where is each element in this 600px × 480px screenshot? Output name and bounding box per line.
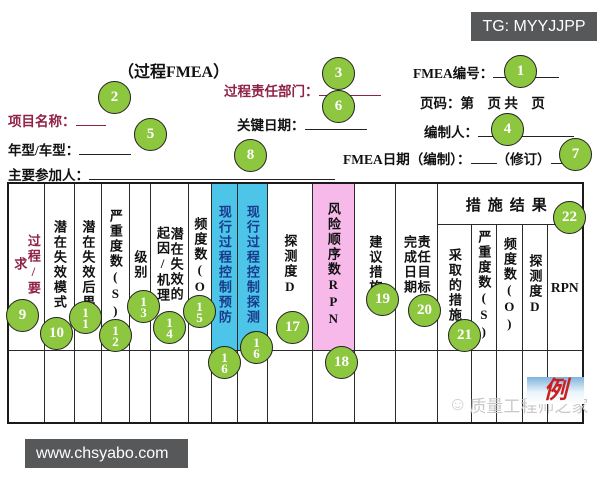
step-marker-8: 8: [234, 139, 267, 172]
fmea-no-label: FMEA编号：: [413, 66, 494, 81]
col-header-rpn-result: RPN: [546, 224, 584, 351]
page-number-label: 页码：第 页 共 页: [420, 96, 545, 111]
key-date-input-line[interactable]: [304, 116, 367, 130]
prepared-by-label: 编制人：: [424, 125, 478, 140]
page-number-field: 页码：第 页 共 页: [420, 92, 545, 112]
step-marker-13: 13: [127, 290, 160, 323]
fmea-date-input-line[interactable]: [470, 150, 497, 164]
step-marker-15: 15: [183, 295, 216, 328]
process-dept-field: 过程责任部门：: [224, 80, 381, 100]
project-name-label: 项目名称：: [8, 114, 76, 129]
top-watermark-text: TG: MYYJJPP: [482, 17, 586, 35]
fmea-date-field: FMEA日期（编制）： （修订）: [343, 148, 565, 168]
prepared-by-input-line[interactable]: [478, 123, 574, 137]
col-header-current-control-detection: 现行过程控制探测: [236, 182, 268, 351]
table-cell[interactable]: [436, 350, 472, 424]
step-marker-3: 3: [322, 57, 355, 90]
key-date-label: 关键日期：: [237, 118, 305, 133]
step-marker-6: 6: [322, 90, 355, 123]
table-cell[interactable]: [7, 350, 45, 424]
core-team-label: 主要参加人：: [8, 168, 89, 183]
key-date-field: 关键日期：: [237, 114, 367, 134]
fmea-no-field: FMEA编号：: [413, 62, 560, 82]
step-marker-22: 22: [553, 201, 586, 234]
col-header-rpn: 风险顺序数RPN: [311, 182, 355, 351]
step-marker-18: 18: [325, 346, 358, 379]
col-header-recommended-actions: 建议措施: [353, 182, 396, 351]
step-marker-4: 4: [491, 113, 524, 146]
table-cell[interactable]: [43, 350, 75, 424]
core-team-field: 主要参加人：: [8, 164, 335, 184]
col-header-detection-result: 探测度D: [521, 224, 548, 351]
step-marker-19: 19: [366, 283, 399, 316]
step-marker-14: 14: [153, 311, 186, 344]
col-header-classification: 级别: [128, 182, 151, 351]
example-stamp: 例: [527, 377, 584, 404]
col-header-occurrence-result: 频度数(O): [495, 224, 523, 351]
step-marker-9: 9: [6, 299, 39, 332]
table-cell[interactable]: [73, 350, 102, 424]
table-cell[interactable]: [128, 350, 151, 424]
table-cell[interactable]: [149, 350, 189, 424]
step-marker-16: 16: [240, 331, 273, 364]
fmea-date-label: FMEA日期（编制）：: [343, 152, 471, 167]
step-marker-11: 11: [69, 301, 102, 334]
model-year-label: 年型/车型：: [8, 143, 80, 158]
step-marker-5: 5: [134, 118, 167, 151]
project-name-input-line[interactable]: [75, 112, 106, 126]
example-stamp-text: 例: [543, 377, 568, 404]
footer-url-badge: www.chsyabo.com: [25, 439, 188, 468]
table-cell[interactable]: [100, 350, 130, 424]
step-marker-20: 20: [408, 294, 441, 327]
core-team-input-line[interactable]: [89, 166, 335, 180]
table-cell[interactable]: [187, 350, 212, 424]
prepared-by-field: 编制人：: [424, 121, 574, 141]
fmea-date-revised-label: （修订）: [496, 152, 551, 167]
step-marker-1: 1: [504, 55, 537, 88]
table-cell[interactable]: [353, 350, 396, 424]
fmea-date-revised-input-line[interactable]: [550, 150, 565, 164]
page-title: （过程FMEA）: [118, 64, 230, 81]
project-name-field: 项目名称：: [8, 110, 106, 130]
step-marker-7: 7: [559, 138, 592, 171]
watermark-logo-icon: ☺: [448, 393, 468, 415]
table-cell[interactable]: [394, 350, 438, 424]
process-dept-label: 过程责任部门：: [224, 84, 319, 99]
model-year-field: 年型/车型：: [8, 139, 132, 159]
step-marker-2: 2: [98, 81, 131, 114]
col-header-current-control-prevention: 现行过程控制预防: [210, 182, 238, 351]
step-marker-17: 17: [276, 311, 309, 344]
top-watermark-badge: TG: MYYJJPP: [471, 12, 597, 41]
step-marker-16: 16: [208, 346, 241, 379]
table-cell[interactable]: [495, 350, 523, 424]
step-marker-12: 12: [99, 319, 132, 352]
step-marker-10: 10: [40, 317, 73, 350]
table-cell[interactable]: [266, 350, 313, 424]
step-marker-21: 21: [448, 319, 481, 352]
model-year-input-line[interactable]: [79, 141, 132, 155]
footer-url-text: www.chsyabo.com: [36, 444, 169, 462]
